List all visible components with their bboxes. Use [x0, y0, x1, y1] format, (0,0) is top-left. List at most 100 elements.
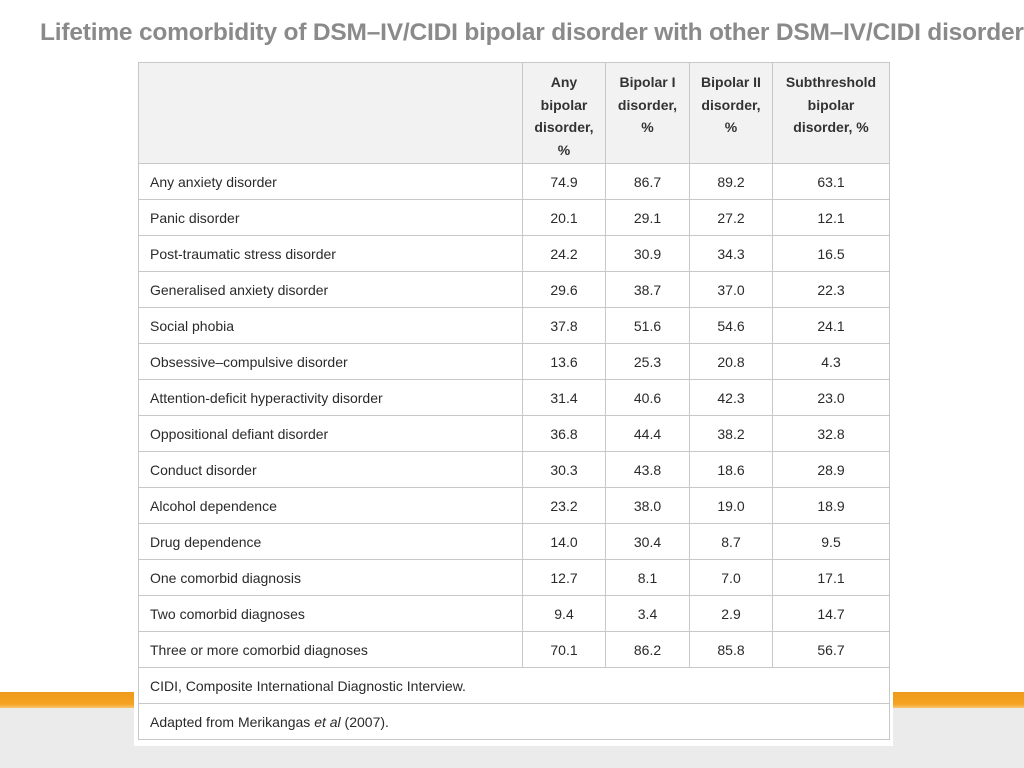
- cell-any-bipolar: 13.6: [522, 343, 606, 380]
- source-et-al: et al: [314, 713, 341, 730]
- table-row: Obsessive–compulsive disorder 13.6 25.3 …: [138, 343, 890, 380]
- cell-subthreshold: 24.1: [772, 307, 890, 344]
- cell-bipolar-i: 44.4: [605, 415, 690, 452]
- row-label: One comorbid diagnosis: [138, 559, 523, 596]
- cell-bipolar-i: 86.7: [605, 163, 690, 200]
- cell-subthreshold: 16.5: [772, 235, 890, 272]
- cell-subthreshold: 9.5: [772, 523, 890, 560]
- table-row: Generalised anxiety disorder 29.6 38.7 3…: [138, 271, 890, 308]
- cell-bipolar-ii: 37.0: [689, 271, 773, 308]
- table-row: Drug dependence 14.0 30.4 8.7 9.5: [138, 523, 890, 560]
- cell-any-bipolar: 36.8: [522, 415, 606, 452]
- cell-bipolar-i: 38.0: [605, 487, 690, 524]
- cell-subthreshold: 17.1: [772, 559, 890, 596]
- cell-subthreshold: 32.8: [772, 415, 890, 452]
- cell-subthreshold: 23.0: [772, 379, 890, 416]
- row-label: Panic disorder: [138, 199, 523, 236]
- cell-bipolar-ii: 85.8: [689, 631, 773, 668]
- cell-bipolar-i: 40.6: [605, 379, 690, 416]
- row-label: Any anxiety disorder: [138, 163, 523, 200]
- cell-subthreshold: 56.7: [772, 631, 890, 668]
- cell-bipolar-ii: 2.9: [689, 595, 773, 632]
- cell-bipolar-ii: 54.6: [689, 307, 773, 344]
- cell-bipolar-ii: 19.0: [689, 487, 773, 524]
- table-row: Alcohol dependence 23.2 38.0 19.0 18.9: [138, 487, 890, 524]
- header-blank-cell: [138, 62, 523, 164]
- row-label: Social phobia: [138, 307, 523, 344]
- source-suffix: (2007).: [340, 713, 389, 730]
- cell-bipolar-i: 51.6: [605, 307, 690, 344]
- cell-subthreshold: 28.9: [772, 451, 890, 488]
- cell-bipolar-i: 38.7: [605, 271, 690, 308]
- cell-any-bipolar: 12.7: [522, 559, 606, 596]
- cell-any-bipolar: 70.1: [522, 631, 606, 668]
- cell-subthreshold: 14.7: [772, 595, 890, 632]
- table-row: Panic disorder 20.1 29.1 27.2 12.1: [138, 199, 890, 236]
- cell-any-bipolar: 20.1: [522, 199, 606, 236]
- cell-bipolar-ii: 27.2: [689, 199, 773, 236]
- cell-bipolar-ii: 42.3: [689, 379, 773, 416]
- table-row: Attention-deficit hyperactivity disorder…: [138, 379, 890, 416]
- row-label: Three or more comorbid diagnoses: [138, 631, 523, 668]
- cell-any-bipolar: 9.4: [522, 595, 606, 632]
- table-row: Conduct disorder 30.3 43.8 18.6 28.9: [138, 451, 890, 488]
- cell-bipolar-ii: 8.7: [689, 523, 773, 560]
- cell-bipolar-ii: 34.3: [689, 235, 773, 272]
- cell-bipolar-i: 25.3: [605, 343, 690, 380]
- cell-bipolar-ii: 38.2: [689, 415, 773, 452]
- cell-bipolar-i: 30.9: [605, 235, 690, 272]
- table-row: Social phobia 37.8 51.6 54.6 24.1: [138, 307, 890, 344]
- cell-bipolar-i: 86.2: [605, 631, 690, 668]
- comorbidity-table: Any bipolar disorder, % Bipolar I disord…: [138, 62, 890, 740]
- header-any-bipolar: Any bipolar disorder, %: [522, 62, 606, 164]
- cell-bipolar-ii: 20.8: [689, 343, 773, 380]
- cell-any-bipolar: 24.2: [522, 235, 606, 272]
- cell-subthreshold: 18.9: [772, 487, 890, 524]
- row-label: Two comorbid diagnoses: [138, 595, 523, 632]
- table-row: Oppositional defiant disorder 36.8 44.4 …: [138, 415, 890, 452]
- cell-any-bipolar: 30.3: [522, 451, 606, 488]
- cell-bipolar-i: 30.4: [605, 523, 690, 560]
- cell-bipolar-i: 29.1: [605, 199, 690, 236]
- row-label: Oppositional defiant disorder: [138, 415, 523, 452]
- source-prefix: Adapted from Merikangas: [150, 713, 315, 730]
- table-row: Post-traumatic stress disorder 24.2 30.9…: [138, 235, 890, 272]
- cell-bipolar-i: 8.1: [605, 559, 690, 596]
- header-subthreshold: Subthreshold bipolar disorder, %: [772, 62, 890, 164]
- cell-any-bipolar: 14.0: [522, 523, 606, 560]
- cell-subthreshold: 22.3: [772, 271, 890, 308]
- row-label: Drug dependence: [138, 523, 523, 560]
- row-label: Alcohol dependence: [138, 487, 523, 524]
- table-row: Three or more comorbid diagnoses 70.1 86…: [138, 631, 890, 668]
- header-row: Any bipolar disorder, % Bipolar I disord…: [138, 62, 890, 164]
- row-label: Generalised anxiety disorder: [138, 271, 523, 308]
- cell-any-bipolar: 31.4: [522, 379, 606, 416]
- table-container: Any bipolar disorder, % Bipolar I disord…: [134, 58, 893, 746]
- slide-title: Lifetime comorbidity of DSM–IV/CIDI bipo…: [40, 19, 1024, 46]
- footnote-abbreviation: CIDI, Composite International Diagnostic…: [138, 667, 890, 704]
- cell-subthreshold: 4.3: [772, 343, 890, 380]
- row-label: Attention-deficit hyperactivity disorder: [138, 379, 523, 416]
- cell-any-bipolar: 37.8: [522, 307, 606, 344]
- cell-bipolar-ii: 18.6: [689, 451, 773, 488]
- table-row: One comorbid diagnosis 12.7 8.1 7.0 17.1: [138, 559, 890, 596]
- cell-bipolar-ii: 89.2: [689, 163, 773, 200]
- footnote-row: CIDI, Composite International Diagnostic…: [138, 667, 890, 704]
- cell-any-bipolar: 23.2: [522, 487, 606, 524]
- cell-bipolar-i: 3.4: [605, 595, 690, 632]
- row-label: Post-traumatic stress disorder: [138, 235, 523, 272]
- row-label: Obsessive–compulsive disorder: [138, 343, 523, 380]
- table-row: Any anxiety disorder 74.9 86.7 89.2 63.1: [138, 163, 890, 200]
- cell-any-bipolar: 29.6: [522, 271, 606, 308]
- cell-any-bipolar: 74.9: [522, 163, 606, 200]
- cell-subthreshold: 12.1: [772, 199, 890, 236]
- footnote-row: Adapted from Merikangas et al (2007).: [138, 703, 890, 740]
- footnote-source: Adapted from Merikangas et al (2007).: [138, 703, 890, 740]
- cell-subthreshold: 63.1: [772, 163, 890, 200]
- cell-bipolar-i: 43.8: [605, 451, 690, 488]
- table-row: Two comorbid diagnoses 9.4 3.4 2.9 14.7: [138, 595, 890, 632]
- header-bipolar-i: Bipolar I disorder, %: [605, 62, 690, 164]
- cell-bipolar-ii: 7.0: [689, 559, 773, 596]
- header-bipolar-ii: Bipolar II disorder, %: [689, 62, 773, 164]
- row-label: Conduct disorder: [138, 451, 523, 488]
